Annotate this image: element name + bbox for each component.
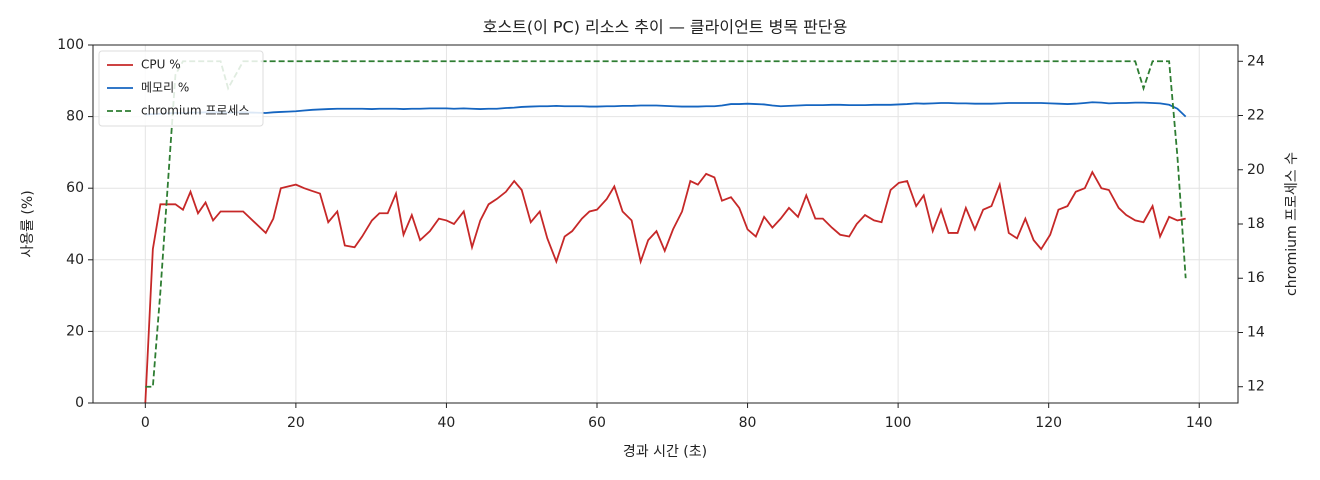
legend-box (98, 50, 264, 127)
x-tick-label: 20 (287, 415, 305, 431)
y-axis-label: 사용률 (%) (20, 190, 36, 257)
y2-tick-label: 12 (1247, 379, 1265, 395)
y-tick-label: 40 (66, 252, 84, 268)
y-tick-label: 20 (66, 323, 84, 339)
legend-label: chromium 프로세스 (141, 104, 250, 118)
series-line (144, 170, 1186, 404)
legend-label: CPU % (141, 58, 181, 72)
x-tick-label: 120 (1035, 415, 1062, 431)
y2-tick-label: 24 (1247, 53, 1265, 69)
legend-label: 메모리 % (141, 81, 189, 95)
y-tick-label: 0 (75, 395, 84, 411)
chart-title: 호스트(이 PC) 리소스 추이 — 클라이언트 병목 판단용 (483, 18, 848, 37)
x-tick-label: 60 (588, 415, 606, 431)
x-tick-label: 80 (739, 415, 757, 431)
series-line (145, 101, 1187, 118)
y2-tick-label: 20 (1247, 162, 1265, 178)
series-line (145, 60, 1187, 388)
x-tick-label: 40 (438, 415, 456, 431)
y2-tick-label: 22 (1247, 108, 1265, 124)
y2-tick-label: 16 (1247, 270, 1265, 286)
x-tick-label: 0 (141, 415, 150, 431)
y-tick-label: 80 (66, 109, 84, 125)
plot-frame (92, 44, 1239, 404)
x-tick-label: 100 (885, 415, 912, 431)
y2-tick-label: 18 (1247, 216, 1265, 232)
y2-axis-label: chromium 프로세스 수 (1284, 152, 1300, 296)
x-tick-label: 140 (1186, 415, 1213, 431)
y-tick-label: 100 (57, 37, 84, 53)
x-axis-label: 경과 시간 (초) (623, 444, 707, 460)
y-tick-label: 60 (66, 180, 84, 196)
y2-tick-label: 14 (1247, 324, 1265, 340)
